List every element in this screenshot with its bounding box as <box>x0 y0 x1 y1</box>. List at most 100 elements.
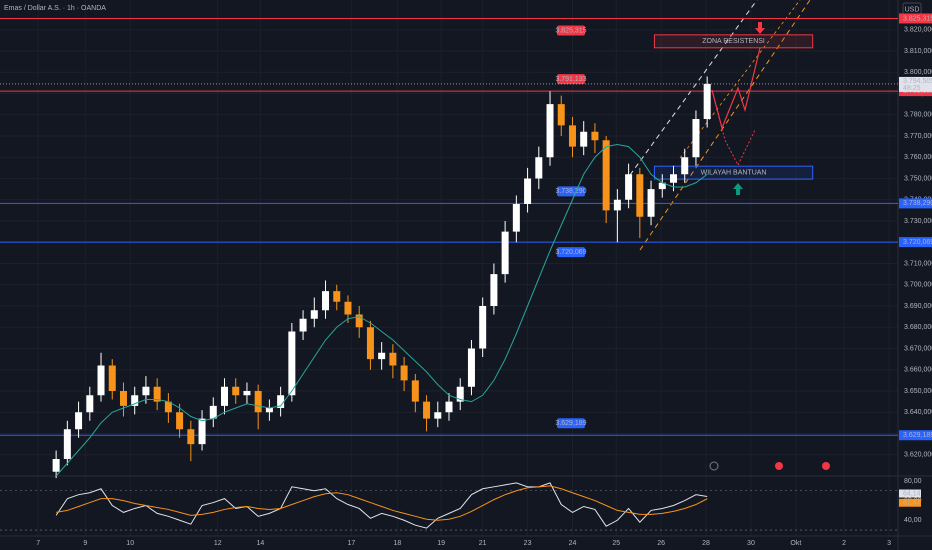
candle-body <box>355 314 363 328</box>
level-badge <box>557 25 585 36</box>
x-tick-label: 21 <box>479 540 487 547</box>
rsi-value-label: 61,87 <box>903 500 921 507</box>
axis-level-badge <box>899 198 932 209</box>
candle-body <box>164 401 172 413</box>
x-tick-label: 7 <box>36 540 40 547</box>
candle-body <box>254 391 262 413</box>
candle-body <box>456 386 464 402</box>
candle-body <box>411 380 419 402</box>
candle-body <box>591 131 599 141</box>
candle-body <box>692 119 700 158</box>
candle-body <box>546 104 554 158</box>
zone <box>653 165 814 180</box>
candle-body <box>389 352 397 366</box>
y-tick-label: 3.750,000 <box>904 175 932 182</box>
y-tick-label: 3.800,000 <box>904 69 932 76</box>
x-tick-label: 30 <box>747 540 755 547</box>
candle-body <box>131 395 139 406</box>
level-badge <box>557 247 585 258</box>
candle-body <box>221 386 228 406</box>
candle-body <box>108 365 116 391</box>
y-tick-label: 3.820,000 <box>904 27 932 34</box>
x-tick-label: 28 <box>702 540 710 547</box>
candle-body <box>670 174 677 183</box>
x-tick-label: 14 <box>257 540 265 547</box>
candle-body <box>378 352 386 360</box>
candle-body <box>501 231 509 275</box>
zone-label: WILAYAH BANTUAN <box>701 170 767 177</box>
candle-body <box>299 318 307 332</box>
candle-body <box>400 365 408 381</box>
level-label: 3.791,133 <box>555 76 586 83</box>
event-icon <box>822 462 830 470</box>
rsi-tick-label: 80,00 <box>904 478 922 485</box>
rsi-value-badge <box>899 489 921 498</box>
candle-body <box>209 405 217 419</box>
candle-body <box>52 459 60 472</box>
y-tick-label: 3.700,000 <box>904 282 932 289</box>
x-tick-label: Okt <box>790 540 801 547</box>
countdown: 48:25 <box>903 85 921 92</box>
candle-body <box>153 386 161 402</box>
y-tick-label: 3.660,000 <box>904 367 932 374</box>
y-tick-label: 3.680,000 <box>904 324 932 331</box>
zone <box>653 34 814 49</box>
x-tick-label: 26 <box>657 540 665 547</box>
x-tick-label: 2 <box>842 540 846 547</box>
candle-body <box>142 386 150 396</box>
y-tick-label: 3.760,000 <box>904 154 932 161</box>
level-badge <box>557 74 585 85</box>
candle-body <box>86 395 94 413</box>
candle-body <box>176 412 184 430</box>
candle-body <box>198 418 206 445</box>
candle-body <box>187 429 195 445</box>
level-badge <box>557 418 585 429</box>
candle-body <box>681 157 689 175</box>
candle-body <box>568 125 576 147</box>
chart-title: Emas / Dollar A.S. · 1h · OANDA <box>4 5 106 12</box>
last-price-badge <box>899 76 932 92</box>
candle-body <box>333 291 341 302</box>
y-tick-label: 3.640,000 <box>904 409 932 416</box>
level-label: 3.629,189 <box>555 420 586 427</box>
x-tick-label: 19 <box>437 540 445 547</box>
candle-body <box>119 391 127 406</box>
y-tick-label: 3.670,000 <box>904 345 932 352</box>
level-label: 3.738,290 <box>555 188 586 195</box>
candle-body <box>434 412 442 419</box>
rsi-line <box>56 485 708 521</box>
candle-body <box>636 174 644 217</box>
candle-body <box>658 182 666 190</box>
currency: USD <box>905 6 920 13</box>
candle-body <box>557 104 565 126</box>
candle-body <box>613 199 621 211</box>
moving-average <box>55 143 708 477</box>
axis-level-badge <box>899 430 932 441</box>
y-tick-label: 3.650,000 <box>904 388 932 395</box>
x-tick-label: 3 <box>887 540 891 547</box>
candle-body <box>265 408 273 413</box>
rsi-value-label: 64,14 <box>903 490 921 497</box>
y-tick-label: 3.780,000 <box>904 112 932 119</box>
candle-body <box>625 174 633 200</box>
x-tick-label: 24 <box>569 540 577 547</box>
level-badge <box>557 186 585 197</box>
y-tick-label: 3.620,000 <box>904 452 932 459</box>
x-tick-label: 9 <box>83 540 87 547</box>
candle-body <box>277 395 285 408</box>
candle-body <box>524 178 532 204</box>
rsi-tick-label: 40,00 <box>904 517 922 524</box>
candle-body <box>467 348 475 387</box>
candle-body <box>75 412 83 430</box>
x-tick-label: 23 <box>524 540 532 547</box>
candle-body <box>580 131 588 147</box>
candle-body <box>535 157 543 179</box>
axis-level-label: 3.629,189 <box>903 432 932 439</box>
candle-body <box>366 327 374 360</box>
axis-level-label: 3.738,290 <box>903 200 932 207</box>
projection-arrow <box>711 89 756 167</box>
candle-body <box>479 306 487 349</box>
x-tick-label: 10 <box>126 540 134 547</box>
down-arrow-icon <box>755 22 765 34</box>
